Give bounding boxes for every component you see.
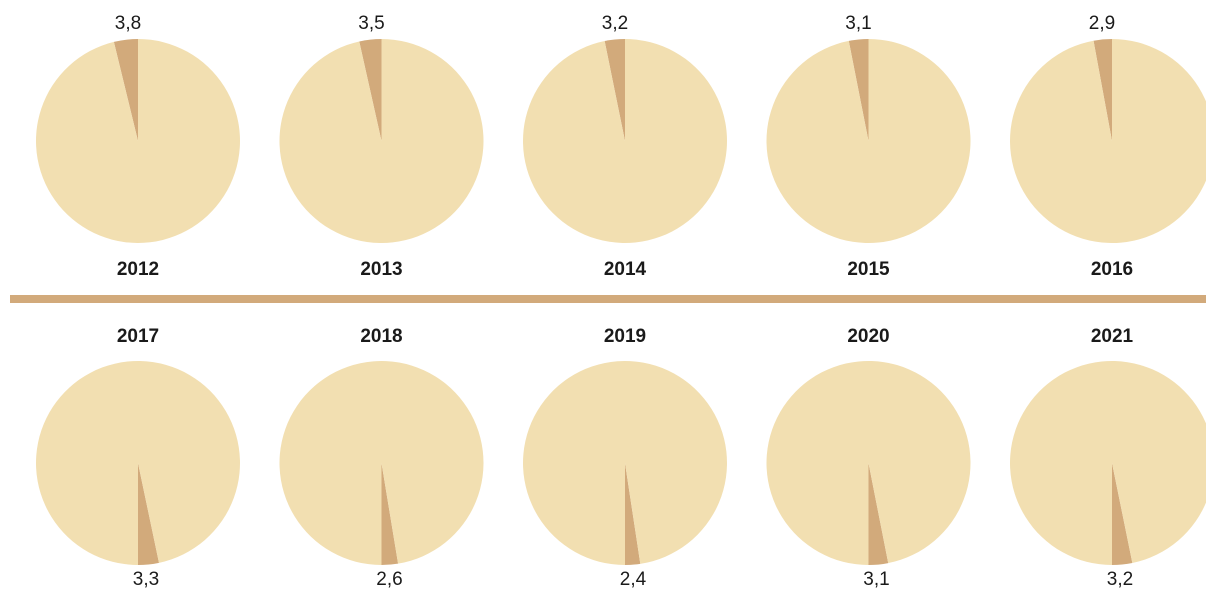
pie-slice	[1093, 39, 1112, 141]
pie-slice	[766, 361, 971, 565]
value-label: 2,4	[620, 569, 647, 590]
pie-title: 2020	[847, 326, 889, 347]
pie-slice	[1010, 39, 1206, 243]
pie-slice	[848, 39, 869, 141]
divider	[10, 295, 1206, 303]
pie-slice	[36, 39, 241, 244]
pie-slice	[1112, 463, 1133, 565]
value-label: 3,2	[1107, 569, 1133, 590]
pie-slice	[625, 463, 641, 565]
pie-slice	[1010, 361, 1206, 565]
value-label: 3,1	[863, 569, 889, 590]
pie-title: 2015	[847, 259, 890, 280]
pie-slice	[766, 39, 971, 243]
value-label: 2,6	[376, 569, 402, 590]
pie-slice	[35, 361, 240, 565]
pie-slice	[868, 463, 889, 565]
value-label: 2,9	[1089, 13, 1115, 34]
pie-slice	[359, 39, 382, 141]
value-label: 3,3	[133, 569, 159, 590]
pie-slice	[523, 39, 728, 243]
pie-title: 2016	[1091, 259, 1133, 280]
value-label: 3,1	[845, 13, 871, 34]
pie-title: 2014	[604, 259, 647, 280]
pie-title: 2018	[360, 326, 402, 347]
pie-title: 2017	[117, 326, 159, 347]
pie-title: 2021	[1091, 326, 1134, 347]
pie-slice	[522, 361, 727, 565]
pie-title: 2019	[604, 326, 646, 347]
pie-slice	[604, 39, 625, 141]
pie-title: 2013	[360, 259, 402, 280]
pie-slice	[279, 39, 484, 243]
value-label: 3,5	[358, 13, 384, 34]
pie-slice	[138, 463, 159, 565]
pie-title: 2012	[117, 259, 159, 280]
pie-slice	[113, 39, 138, 141]
pie-slice	[279, 361, 484, 565]
pie-slice	[381, 463, 399, 565]
value-label: 3,8	[115, 13, 141, 34]
value-label: 3,2	[602, 13, 628, 34]
